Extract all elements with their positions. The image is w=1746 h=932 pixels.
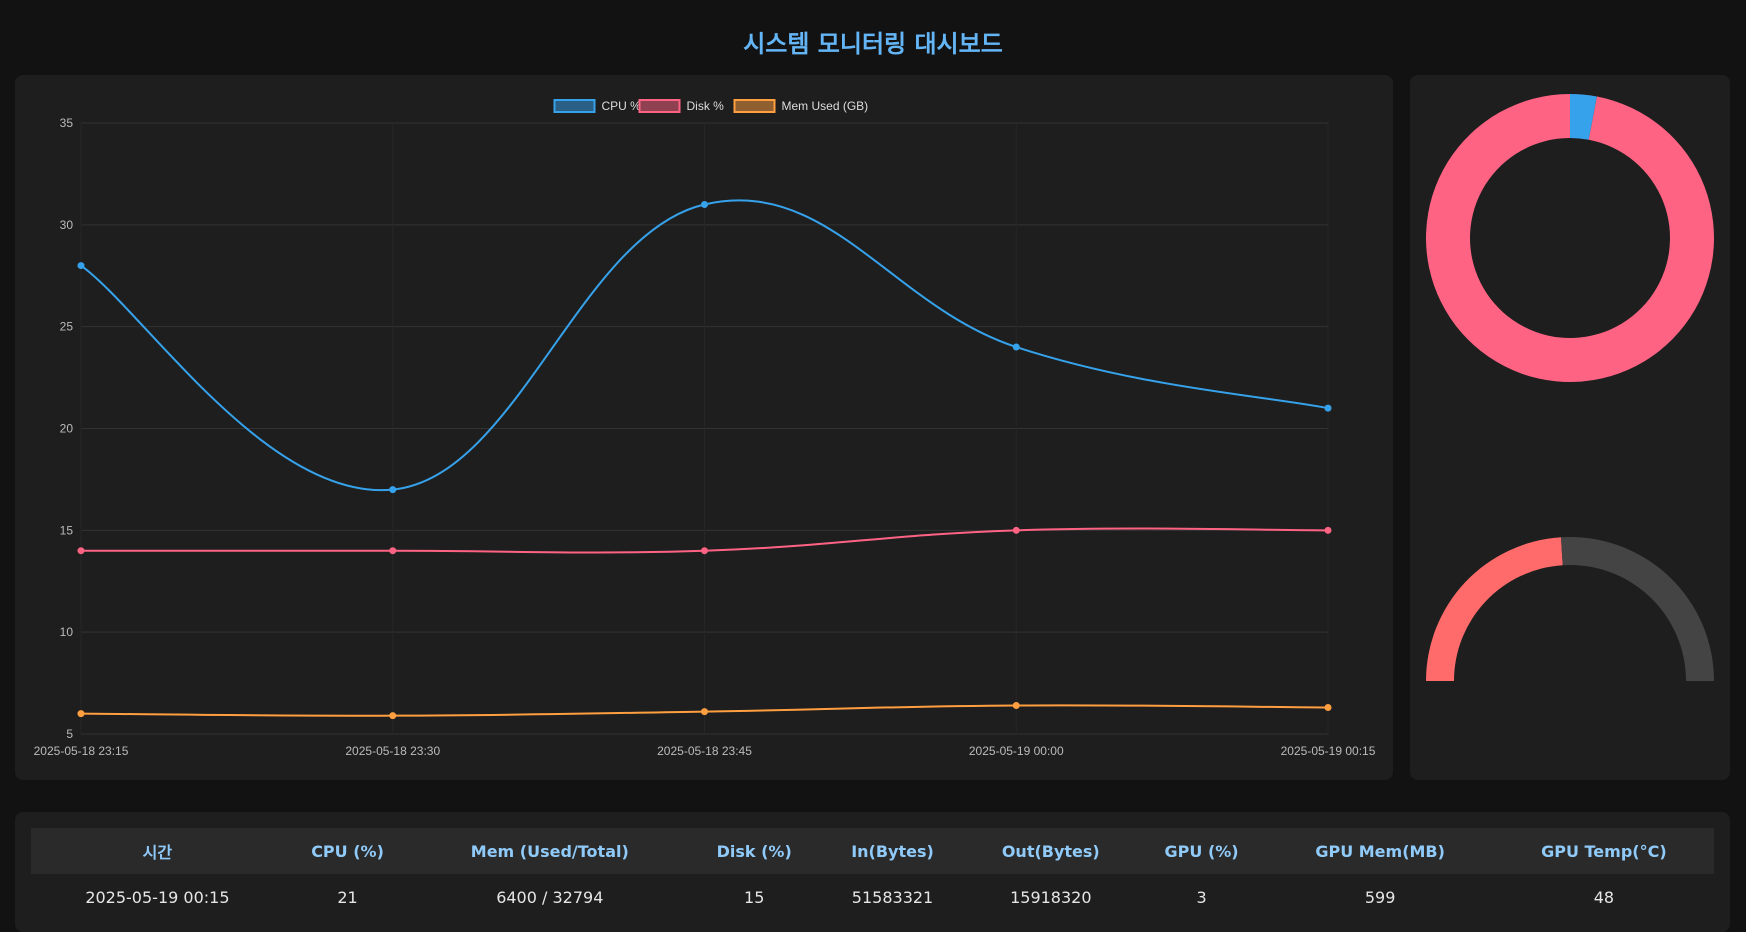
gauge-track — [1560, 537, 1714, 681]
table-cell: 15918320 — [1010, 887, 1092, 907]
x-tick-label: 2025-05-19 00:00 — [969, 744, 1064, 758]
data-point-cpu — [77, 262, 85, 270]
column-header: Mem (Used/Total) — [411, 828, 689, 874]
data-point-disk — [1324, 526, 1332, 534]
column-header: Disk (%) — [688, 828, 821, 874]
series-line-cpu — [80, 199, 1329, 491]
column-header: CPU (%) — [283, 828, 412, 874]
y-tick-label: 30 — [60, 218, 74, 232]
legend-swatch-cpu — [553, 99, 596, 113]
y-tick-label: 5 — [66, 727, 73, 741]
table-cell: 48 — [1593, 887, 1615, 907]
table-cell: 15 — [744, 887, 765, 907]
legend-label-disk: Disk % — [687, 99, 725, 113]
donut-slice — [1570, 94, 1597, 140]
table-cell: 3 — [1196, 887, 1207, 907]
column-header: 시간 — [31, 828, 284, 874]
data-point-disk — [701, 547, 708, 555]
y-tick-label: 25 — [60, 320, 74, 334]
legend-swatch-mem — [733, 99, 776, 113]
data-point-disk — [77, 547, 85, 555]
table-cell: 599 — [1364, 887, 1396, 907]
y-tick-label: 20 — [60, 422, 74, 436]
column-header: GPU Mem(MB) — [1266, 828, 1494, 874]
table-cell: 21 — [337, 887, 358, 907]
legend-swatch-disk — [638, 99, 681, 113]
legend-label-cpu: CPU % — [602, 99, 642, 113]
y-tick-label: 15 — [60, 523, 74, 537]
stats-table: 시간 CPU (%) Mem (Used/Total) Disk (%) In(Byte… — [31, 828, 1714, 920]
x-tick-label: 2025-05-18 23:30 — [345, 744, 440, 758]
table-cell: 2025-05-19 00:15 — [85, 887, 230, 907]
x-tick-label: 2025-05-18 23:45 — [657, 744, 752, 758]
data-point-disk — [389, 547, 397, 555]
table-header-row: 시간 CPU (%) Mem (Used/Total) Disk (%) In(Byte… — [31, 828, 1714, 874]
line-chart: 5 10 15 20 25 30 35 2025-05-18 23:15 2025-05-18 … — [34, 99, 1376, 758]
y-tick-label: 35 — [60, 116, 74, 130]
page-title: 시스템 모니터링 대시보드 — [743, 30, 1003, 58]
table-cell: 51583321 — [851, 887, 934, 907]
gauge-panel — [1410, 75, 1730, 780]
column-header: GPU (%) — [1136, 828, 1267, 874]
data-point-mem — [389, 712, 397, 720]
legend-label-mem: Mem Used (GB) — [782, 99, 869, 113]
x-tick-label: 2025-05-18 23:15 — [34, 744, 129, 758]
stats-table-panel: 시간 CPU (%) Mem (Used/Total) Disk (%) In(Byte… — [15, 812, 1730, 932]
data-point-mem — [1324, 704, 1332, 712]
column-header: Out(Bytes) — [964, 828, 1137, 874]
table-cell: 6400 / 32794 — [496, 887, 604, 907]
line-chart-panel: 5 10 15 20 25 30 35 2025-05-18 23:15 2025-05-18 … — [15, 75, 1393, 780]
x-tick-label: 2025-05-19 00:15 — [1281, 744, 1376, 758]
data-point-cpu — [1324, 404, 1332, 412]
table-row: 2025-05-19 00:15 21 6400 / 32794 15 51583321… — [31, 874, 1714, 920]
column-header: In(Bytes) — [820, 828, 965, 874]
data-point-cpu — [701, 200, 708, 208]
gauge-fill — [1426, 537, 1563, 681]
gauge-charts — [1426, 94, 1714, 681]
data-point-mem — [701, 708, 708, 716]
data-point-cpu — [389, 486, 397, 494]
data-point-mem — [1012, 701, 1020, 709]
data-point-cpu — [1012, 343, 1020, 351]
column-header: GPU Temp(°C) — [1493, 828, 1714, 874]
donut-slice — [1426, 94, 1714, 382]
y-tick-label: 10 — [60, 625, 74, 639]
data-point-disk — [1012, 526, 1020, 534]
data-point-mem — [77, 710, 85, 718]
